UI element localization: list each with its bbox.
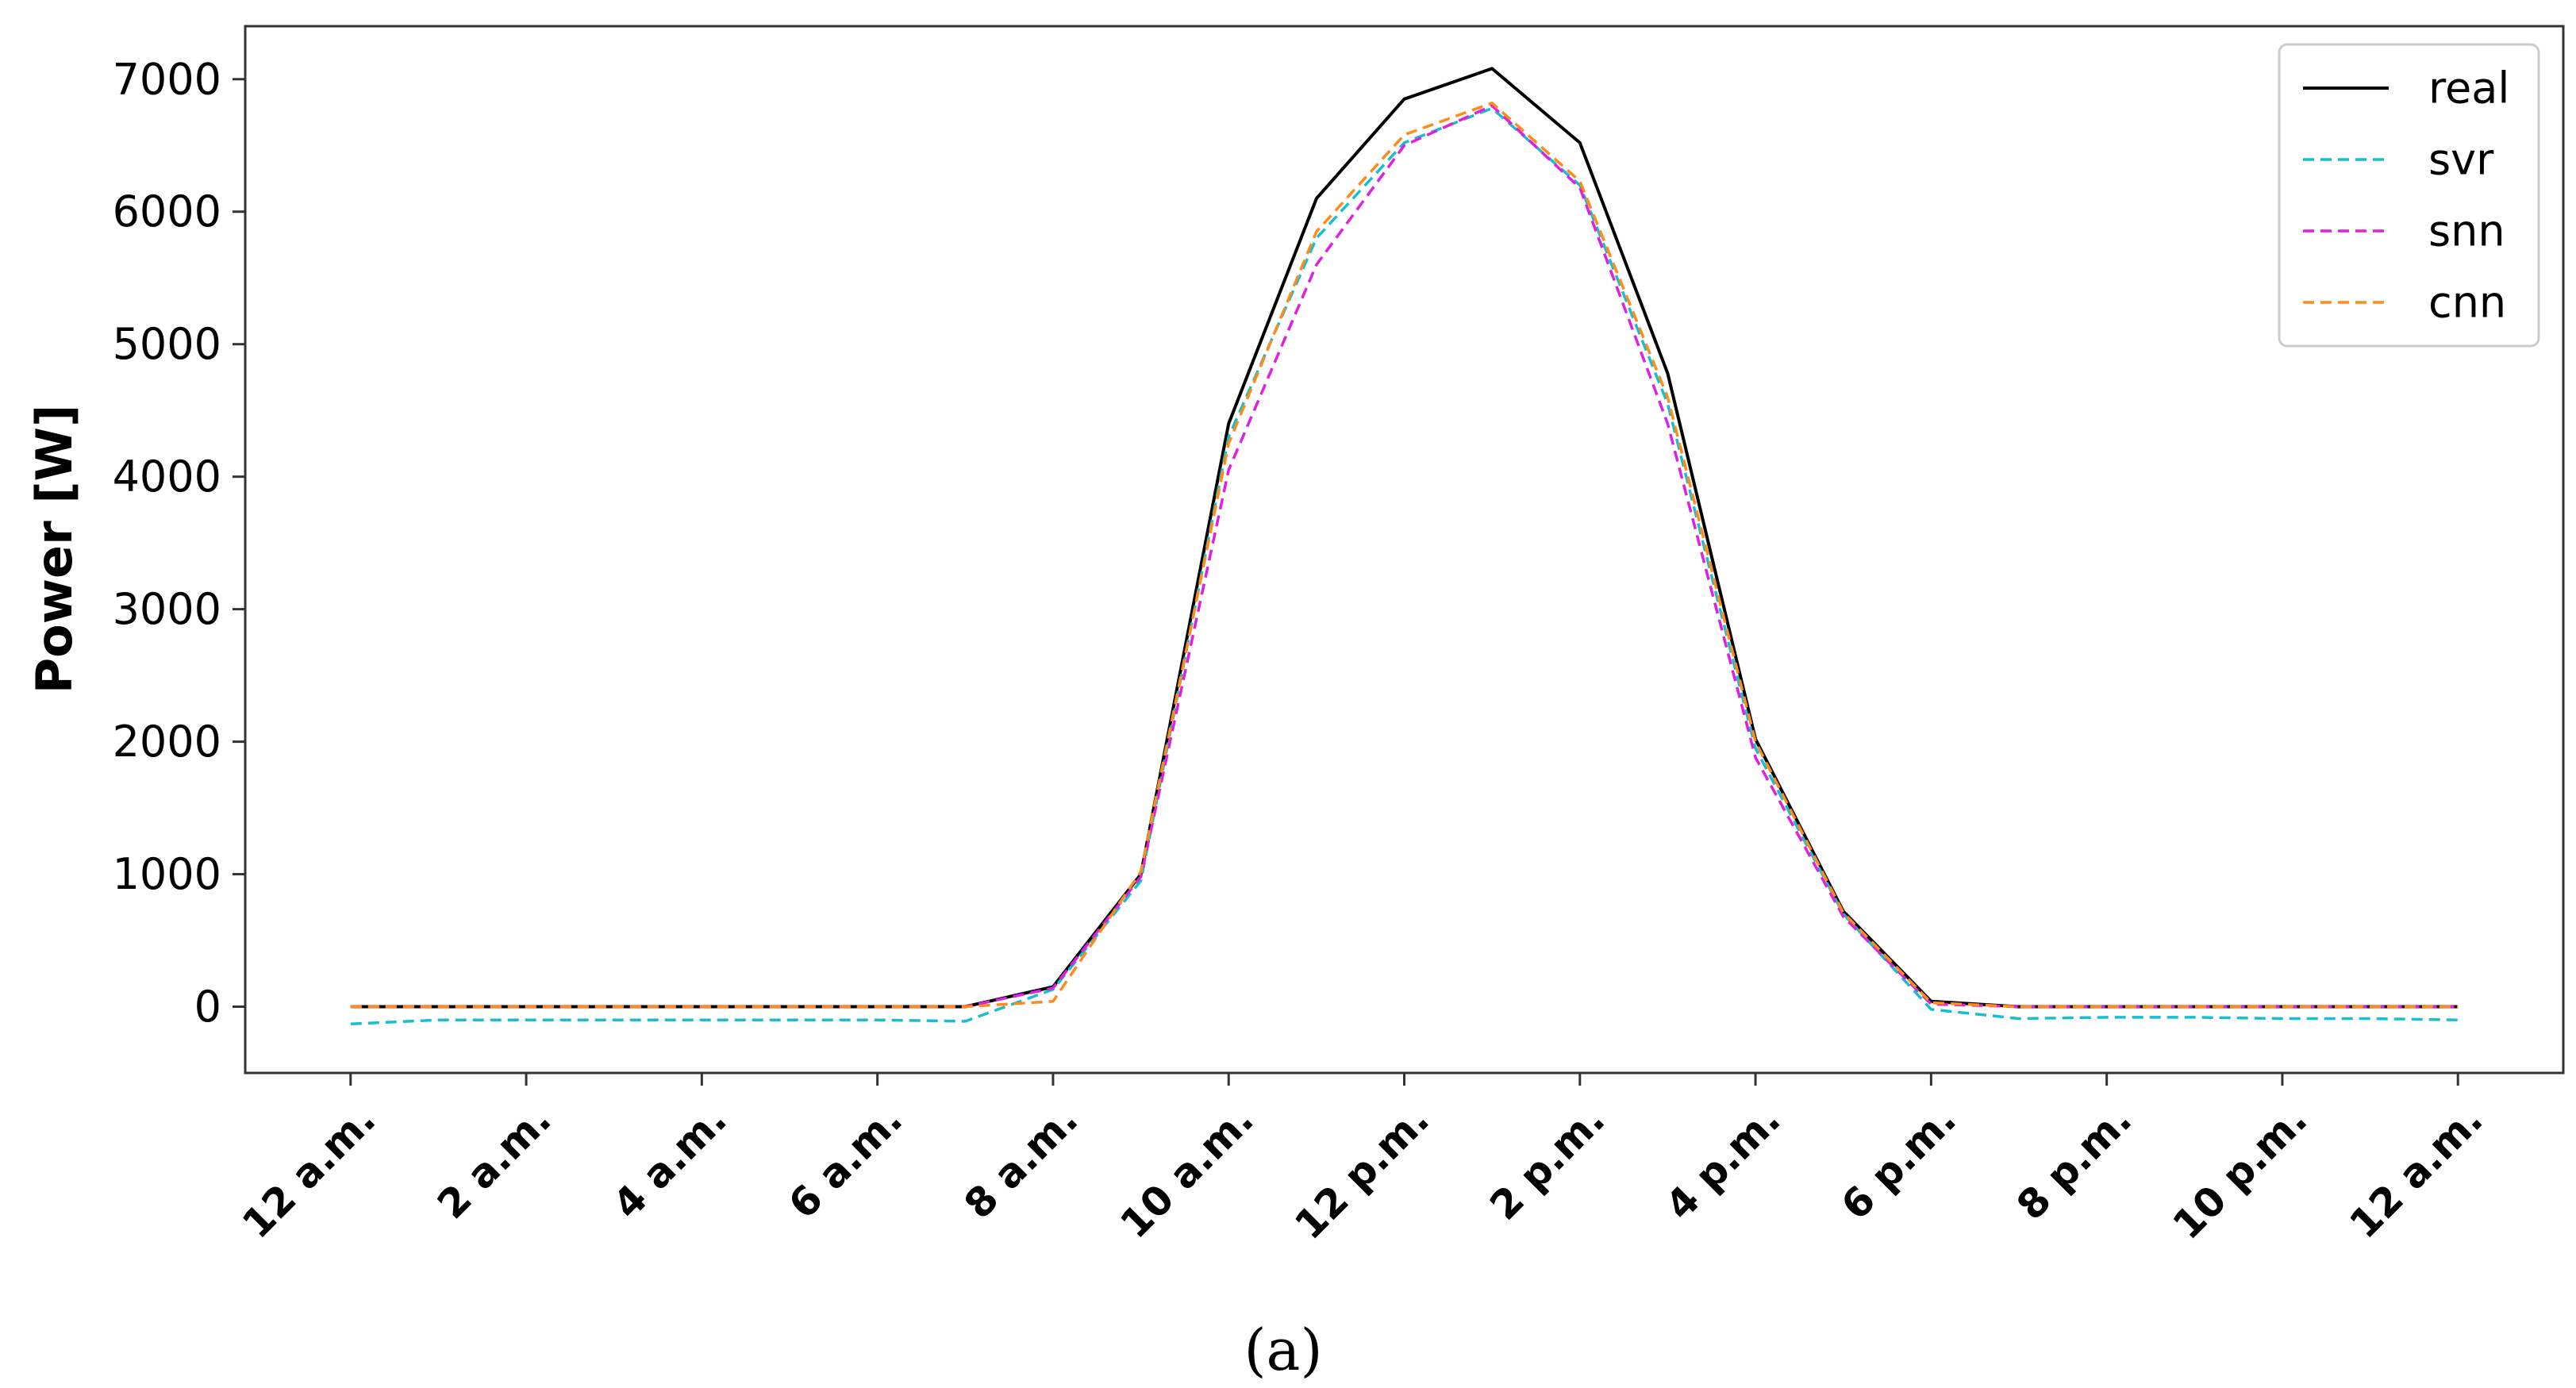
legend-label-svr: svr <box>2428 135 2494 185</box>
x-tick-label: 12 a.m. <box>2341 1096 2492 1247</box>
y-tick-label: 7000 <box>113 54 221 104</box>
x-tick-label: 6 a.m. <box>780 1096 911 1227</box>
plot-area <box>244 25 2565 1075</box>
series-line-svr <box>350 106 2459 1025</box>
x-tick-label: 2 p.m. <box>1481 1096 1613 1228</box>
x-tick-label: 4 p.m. <box>1657 1096 1790 1228</box>
x-tick-label: 4 a.m. <box>604 1096 735 1227</box>
x-tick-label: 6 p.m. <box>1832 1096 1965 1228</box>
y-tick-label: 3000 <box>113 584 221 634</box>
legend: real svr snn cnn <box>2278 43 2540 348</box>
legend-label-snn: snn <box>2428 206 2505 256</box>
y-tick-label: 6000 <box>113 186 221 236</box>
figure-caption: (a) <box>1244 1317 1322 1383</box>
x-tick-label: 12 p.m. <box>1286 1096 1438 1248</box>
x-tick-label: 12 a.m. <box>233 1096 384 1247</box>
series-layer <box>350 67 2459 1025</box>
y-tick-label: 4000 <box>113 452 221 502</box>
x-tick-label: 2 a.m. <box>429 1096 559 1227</box>
x-tick-label: 10 p.m. <box>2164 1096 2316 1248</box>
x-tick-label: 8 a.m. <box>955 1096 1086 1227</box>
y-axis-title: Power [W] <box>25 405 83 694</box>
x-tick-label: 8 p.m. <box>2008 1096 2140 1228</box>
legend-label-real: real <box>2428 63 2509 113</box>
y-tick-label: 5000 <box>113 319 221 369</box>
x-tick-label: 10 a.m. <box>1112 1096 1263 1247</box>
series-line-cnn <box>350 102 2459 1009</box>
y-tick-label: 0 <box>194 982 221 1032</box>
y-tick-label: 2000 <box>113 717 221 767</box>
legend-box <box>2278 43 2540 348</box>
y-tick-label: 1000 <box>113 849 221 899</box>
legend-label-cnn: cnn <box>2428 278 2506 328</box>
y-axis: 0 1000 2000 3000 4000 5000 6000 7000 <box>113 54 245 1032</box>
x-axis: 12 a.m. 2 a.m. 4 a.m. 6 a.m. 8 a.m. 10 a.m. 12… <box>233 1073 2492 1248</box>
